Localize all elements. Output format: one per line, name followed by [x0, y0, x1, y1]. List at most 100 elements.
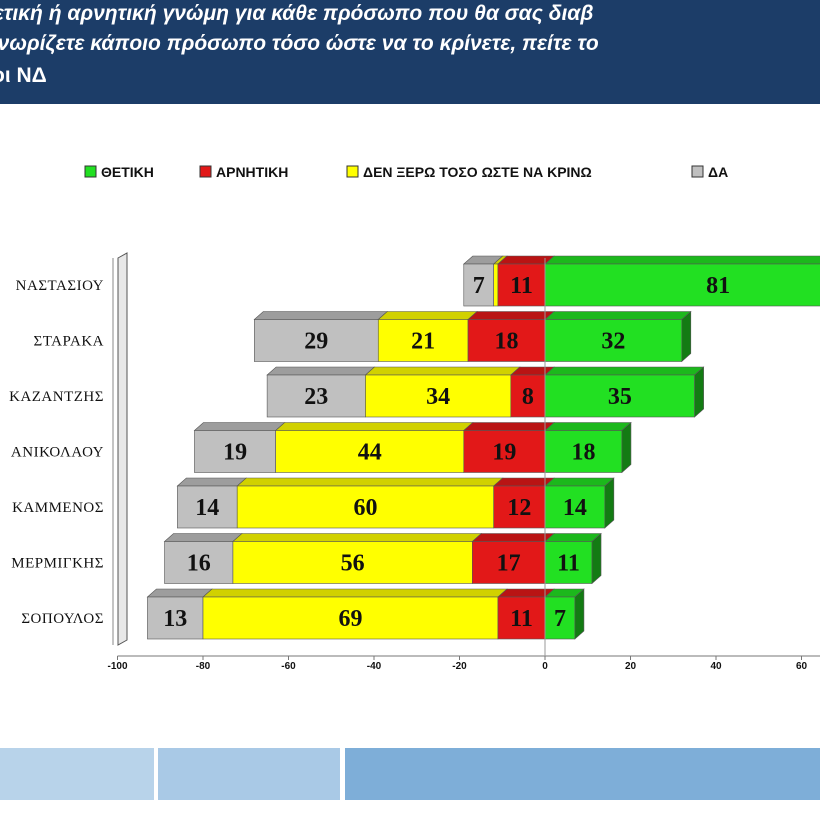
bar-dont-know: [493, 263, 499, 307]
bar-positive: [544, 319, 683, 362]
legend-swatch: [691, 165, 704, 178]
x-tick-label: 0: [542, 661, 548, 672]
bar-positive: [544, 430, 623, 473]
data-label-positive: 7: [554, 606, 566, 632]
data-label-negative: 17: [497, 551, 521, 577]
bar-dont-know: [202, 596, 499, 640]
data-label-na: 23: [304, 384, 328, 410]
bar-top-dont-know: [364, 366, 521, 376]
bar-side-positive: [574, 588, 585, 640]
category-label: ΝΑΣΤΑΣΙΟΥ: [16, 278, 104, 294]
data-label-dont-know: 34: [426, 384, 450, 410]
data-label-positive: 81: [706, 273, 730, 299]
bar-positive: [544, 263, 820, 307]
category-label: ΚΑΖΑΝΤΖΗΣ: [9, 389, 104, 405]
category-label: ΜΕΡΜΙΓΚΗΣ: [11, 556, 104, 572]
bar-dont-know: [232, 541, 473, 584]
x-tick-label: -80: [196, 661, 211, 672]
bar-negative: [497, 596, 546, 640]
bar-top-dont-know: [377, 311, 478, 320]
title-line-1: θετική ή αρνητική γνώμη για κάθε πρόσωπο…: [0, 2, 594, 25]
category-label: ΣΤΑΡΑΚΑ: [33, 334, 104, 350]
bar-top-na: [146, 588, 213, 598]
data-label-negative: 8: [522, 384, 534, 410]
bar-na: [254, 319, 379, 362]
data-label-positive: 32: [601, 329, 625, 355]
bar-top-positive: [544, 311, 692, 320]
footer-block-3: [345, 748, 820, 800]
x-tick-label: 60: [796, 661, 808, 672]
bar-dont-know: [365, 374, 512, 418]
bar-dont-know: [236, 485, 494, 529]
chart-back-wall: [117, 252, 128, 646]
legend-swatch: [346, 165, 359, 178]
title-line-3: οι ΝΔ: [0, 64, 47, 87]
bar-top-positive: [544, 422, 632, 431]
bar-side-positive: [681, 310, 692, 363]
bar-top-negative: [497, 255, 555, 265]
x-tick-label: 20: [625, 661, 637, 672]
bar-na: [164, 541, 234, 584]
bar-na: [147, 596, 204, 640]
bar-top-na: [266, 366, 376, 376]
footer-strip: [0, 748, 820, 820]
bar-positive: [544, 596, 576, 640]
legend-swatch: [199, 165, 212, 178]
bar-negative: [472, 541, 546, 584]
footer-block-2: [158, 748, 340, 800]
diverging-bar-chart: ΘΕΤΙΚΗ ΑΡΝΗΤΙΚΗ ΔΕΝ ΞΕΡΩ ΤΟΣΟ ΩΣΤΕ ΝΑ ΚΡΙΝ…: [9, 164, 820, 672]
x-tick-label: -40: [367, 661, 382, 672]
data-label-na: 13: [163, 606, 187, 632]
bar-negative: [493, 485, 546, 529]
legend-swatch: [84, 165, 97, 178]
data-label-na: 16: [187, 551, 211, 577]
data-label-negative: 19: [492, 440, 516, 466]
bar-na: [463, 263, 494, 307]
data-label-dont-know: 56: [341, 551, 365, 577]
bar-top-negative: [467, 311, 555, 320]
bar-side-positive: [604, 477, 615, 529]
bar-top-negative: [471, 533, 555, 542]
bar-top-dont-know: [236, 477, 504, 487]
data-label-na: 19: [223, 440, 247, 466]
bar-top-na: [176, 477, 247, 487]
bar-top-na: [193, 422, 286, 431]
bar-top-positive: [544, 477, 615, 487]
bar-top-positive: [544, 533, 602, 542]
data-label-negative: 12: [507, 495, 531, 521]
bar-top-dont-know: [202, 588, 508, 598]
data-label-positive: 11: [557, 551, 580, 577]
bar-na: [177, 485, 238, 529]
data-label-dont-know: 21: [411, 329, 435, 355]
data-label-negative: 11: [510, 273, 533, 299]
data-label-na: 29: [304, 329, 328, 355]
bar-top-na: [163, 533, 243, 542]
bar-positive: [544, 374, 695, 418]
bar-side-positive: [591, 532, 602, 585]
legend-label: ΑΡΝΗΤΙΚΗ: [216, 164, 288, 180]
footer-block-1: [0, 748, 154, 800]
bar-dont-know: [275, 430, 465, 473]
legend-label: ΔΑ: [708, 164, 728, 180]
bar-side-positive: [694, 366, 704, 418]
data-label-na: 14: [195, 495, 219, 521]
bar-negative: [463, 430, 546, 473]
legend-label: ΘΕΤΙΚΗ: [101, 164, 154, 180]
bar-top-na: [253, 311, 389, 320]
bar-negative: [467, 319, 546, 362]
data-label-dont-know: 69: [338, 606, 362, 632]
data-label-positive: 14: [563, 495, 587, 521]
bar-top-dont-know: [232, 533, 483, 542]
data-label-positive: 35: [608, 384, 632, 410]
bar-na: [194, 430, 276, 473]
bar-na: [266, 374, 366, 418]
data-label-dont-know: 60: [353, 495, 377, 521]
bar-negative: [510, 374, 546, 418]
x-tick-label: -20: [452, 661, 467, 672]
data-label-negative: 18: [495, 329, 519, 355]
title-banner: θετική ή αρνητική γνώμη για κάθε πρόσωπο…: [0, 0, 820, 104]
title-line-2: γνωρίζετε κάποιο πρόσωπο τόσο ώστε να το…: [0, 32, 599, 55]
bar-top-negative: [497, 588, 555, 598]
x-tick-label: -100: [107, 661, 127, 672]
data-label-negative: 11: [510, 606, 533, 632]
